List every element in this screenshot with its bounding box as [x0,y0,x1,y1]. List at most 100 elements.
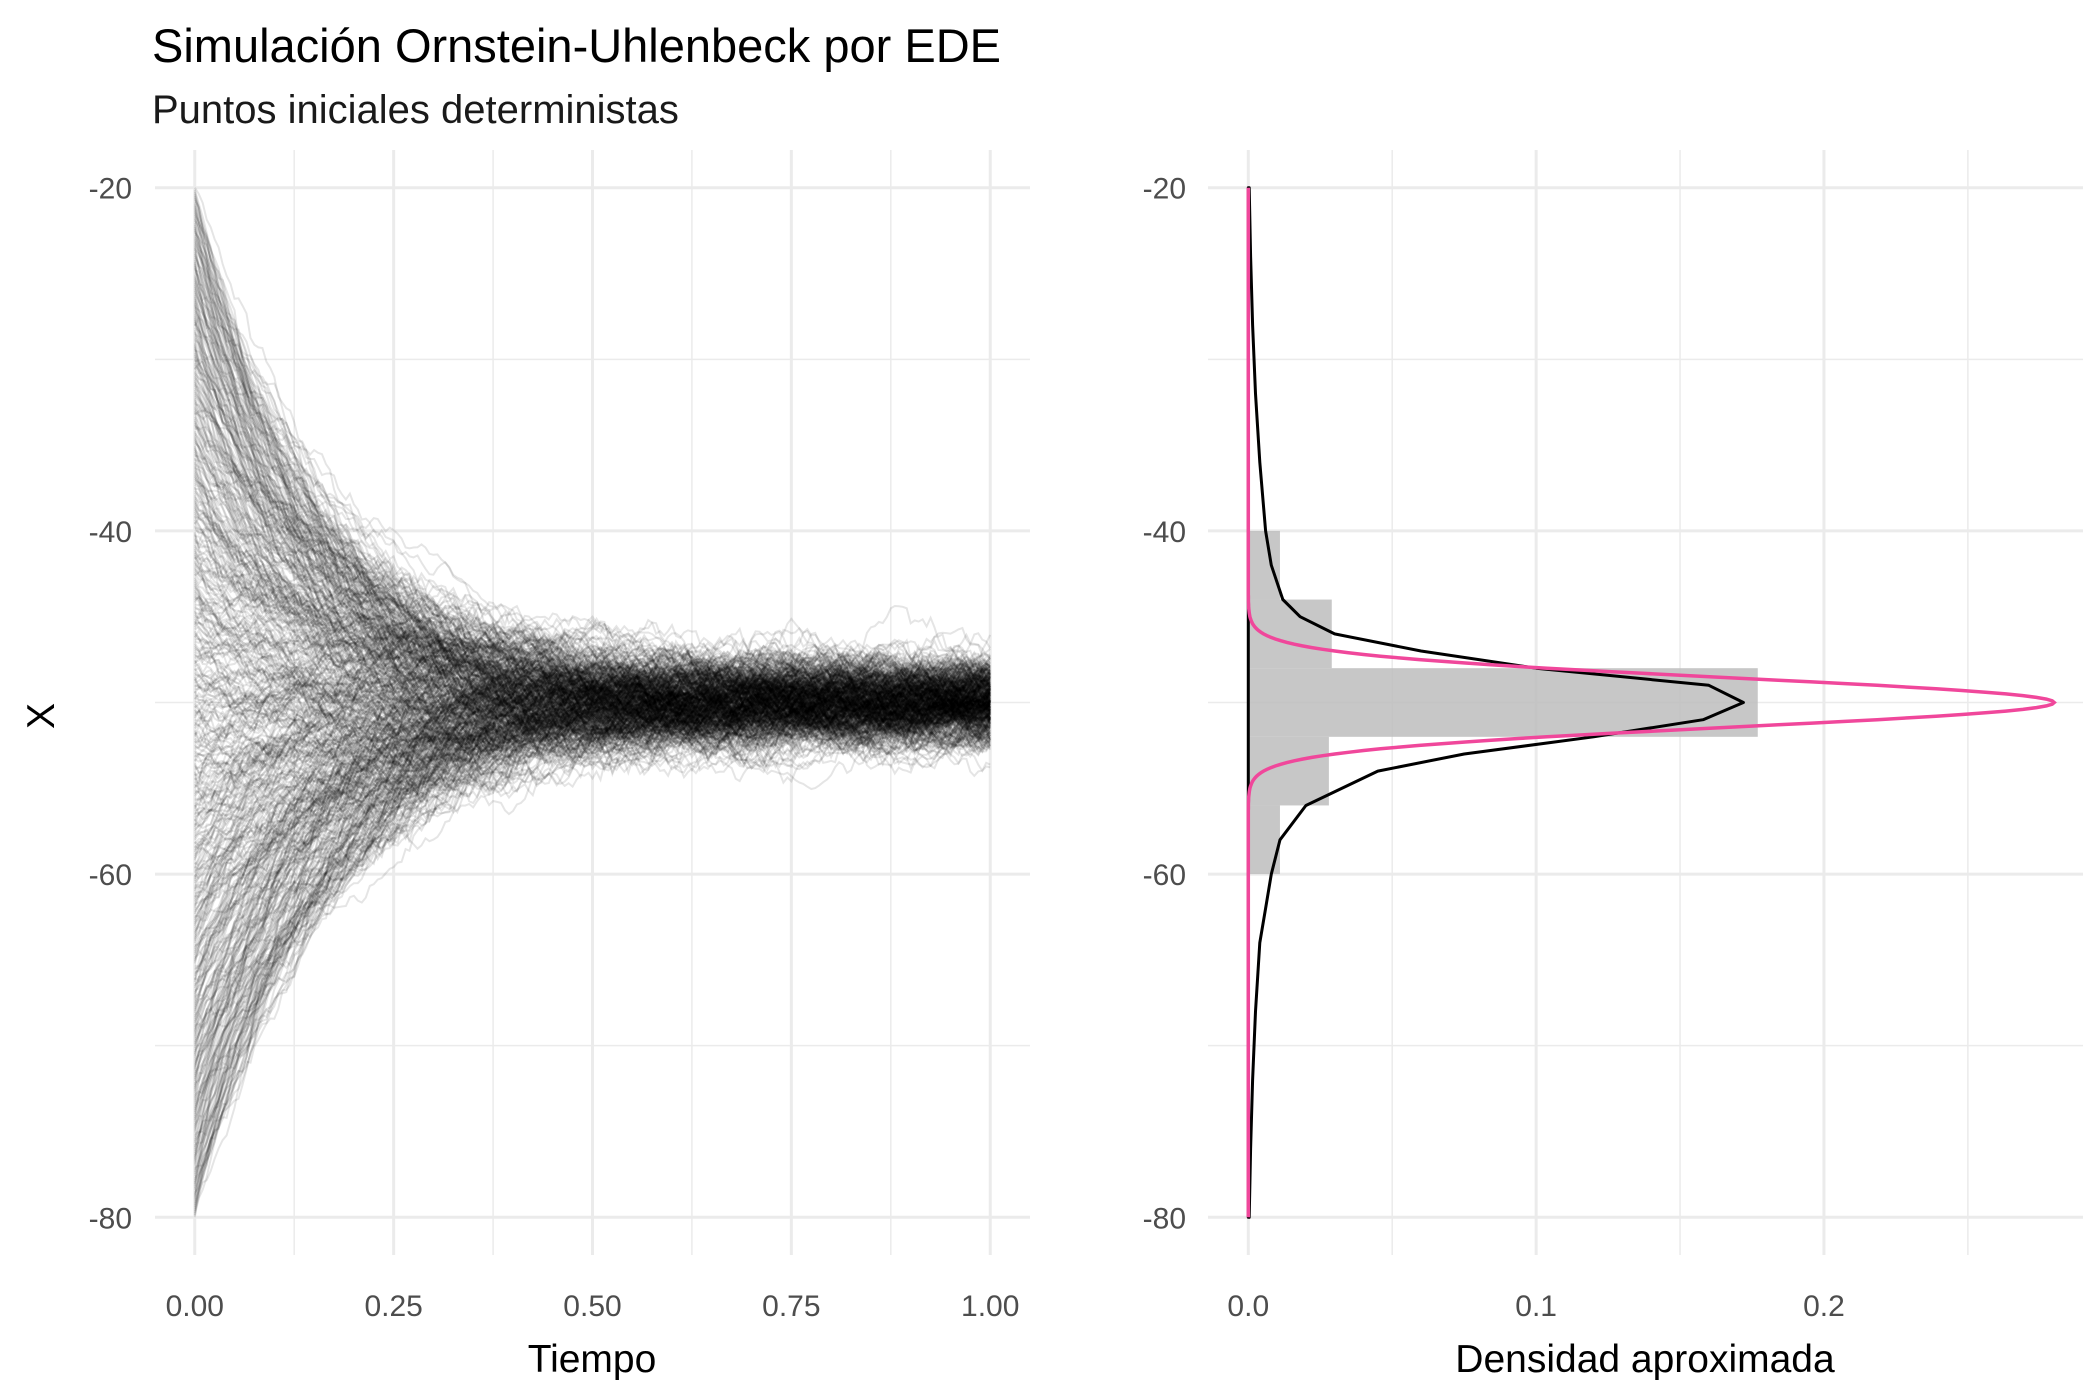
sim-path [193,682,991,1024]
left-y-tick-label: -80 [89,1202,132,1235]
sim-path [193,278,991,729]
sim-path [193,399,992,740]
sim-path [193,687,991,913]
sim-path [193,647,991,1164]
sim-path [193,676,991,730]
sim-path [194,694,992,802]
sim-path [194,658,992,837]
sim-path [194,530,991,749]
sim-path [194,616,991,742]
sim-path [194,673,991,923]
sim-path [193,653,991,1074]
sim-path [194,333,992,756]
sim-path [194,490,991,731]
sim-path [194,659,991,880]
sim-path [193,476,991,705]
sim-path [194,629,992,717]
sim-path [194,671,992,1136]
right-x-tick-labels: 0.0 0.1 0.2 [1227,1290,1844,1323]
left-x-axis-title: Tiempo [528,1338,657,1381]
sim-path [194,621,991,736]
sim-path [194,662,991,930]
sim-path [193,457,992,739]
sim-path [194,682,991,761]
left-y-tick-label: -40 [89,516,132,549]
sim-path [193,658,991,740]
sim-path [193,673,991,1154]
sim-path [193,509,991,730]
sim-path [193,447,991,737]
sim-path [194,637,992,728]
sim-path [193,305,991,701]
sim-path [193,686,991,1152]
sim-path [193,681,991,1008]
sim-path [193,505,991,724]
sim-path [193,662,992,1024]
sim-path [194,541,992,705]
sim-path [194,663,992,780]
sim-path [194,653,991,732]
sim-path [193,717,992,1175]
sim-path [194,648,992,755]
chart-title: Simulación Ornstein-Uhlenbeck por EDE [152,19,1001,72]
sim-path [193,375,991,727]
sim-path [194,664,992,763]
sim-path [194,646,991,737]
sim-path [194,459,991,740]
sim-path [193,680,991,1105]
sim-path [194,662,991,744]
sim-path [193,672,992,1191]
sim-path [193,366,991,732]
sim-path [193,284,991,729]
sim-path [194,426,991,752]
sim-path [194,587,991,730]
sim-path [193,687,991,1123]
sim-path [193,694,992,1115]
sim-path [193,692,991,1014]
sim-path [193,439,991,717]
sim-path [194,529,992,715]
sim-path [193,660,992,898]
sim-path [193,685,992,749]
sim-path [193,544,991,713]
sim-path [193,573,991,768]
sim-path [193,418,991,750]
sim-path [193,670,991,1107]
sim-path [193,323,991,723]
sim-path [193,595,992,752]
sim-path [194,652,991,751]
sim-path [193,667,991,1187]
sim-path [193,344,991,742]
sim-path [193,500,992,735]
sim-path [193,644,992,1004]
sim-path [193,642,991,731]
sim-path [193,313,991,732]
sim-path [194,679,991,959]
sim-path [193,668,992,1045]
sim-path [194,629,992,724]
sim-path [193,513,991,748]
sim-path [194,387,992,728]
left-x-tick-label: 0.00 [166,1290,224,1323]
sim-path [194,605,991,741]
sim-path [194,663,991,923]
left-y-axis-title: X [20,703,63,729]
sim-path [193,674,991,944]
sim-path [193,294,992,732]
sim-path [193,685,991,1173]
sim-path [193,661,991,956]
sim-path [193,672,991,983]
sim-path [194,483,991,743]
sim-path [193,663,991,927]
sim-path [193,704,991,1012]
sim-path [194,616,991,730]
sim-path [193,358,992,769]
left-x-tick-labels: 0.00 0.25 0.50 0.75 1.00 [166,1290,1020,1323]
left-x-tick-label: 0.50 [563,1290,621,1323]
sim-path [194,636,991,755]
sim-path [193,406,991,734]
sim-path [194,411,992,717]
sim-path [193,672,991,810]
sim-path [193,685,991,1067]
sim-path [193,292,991,750]
